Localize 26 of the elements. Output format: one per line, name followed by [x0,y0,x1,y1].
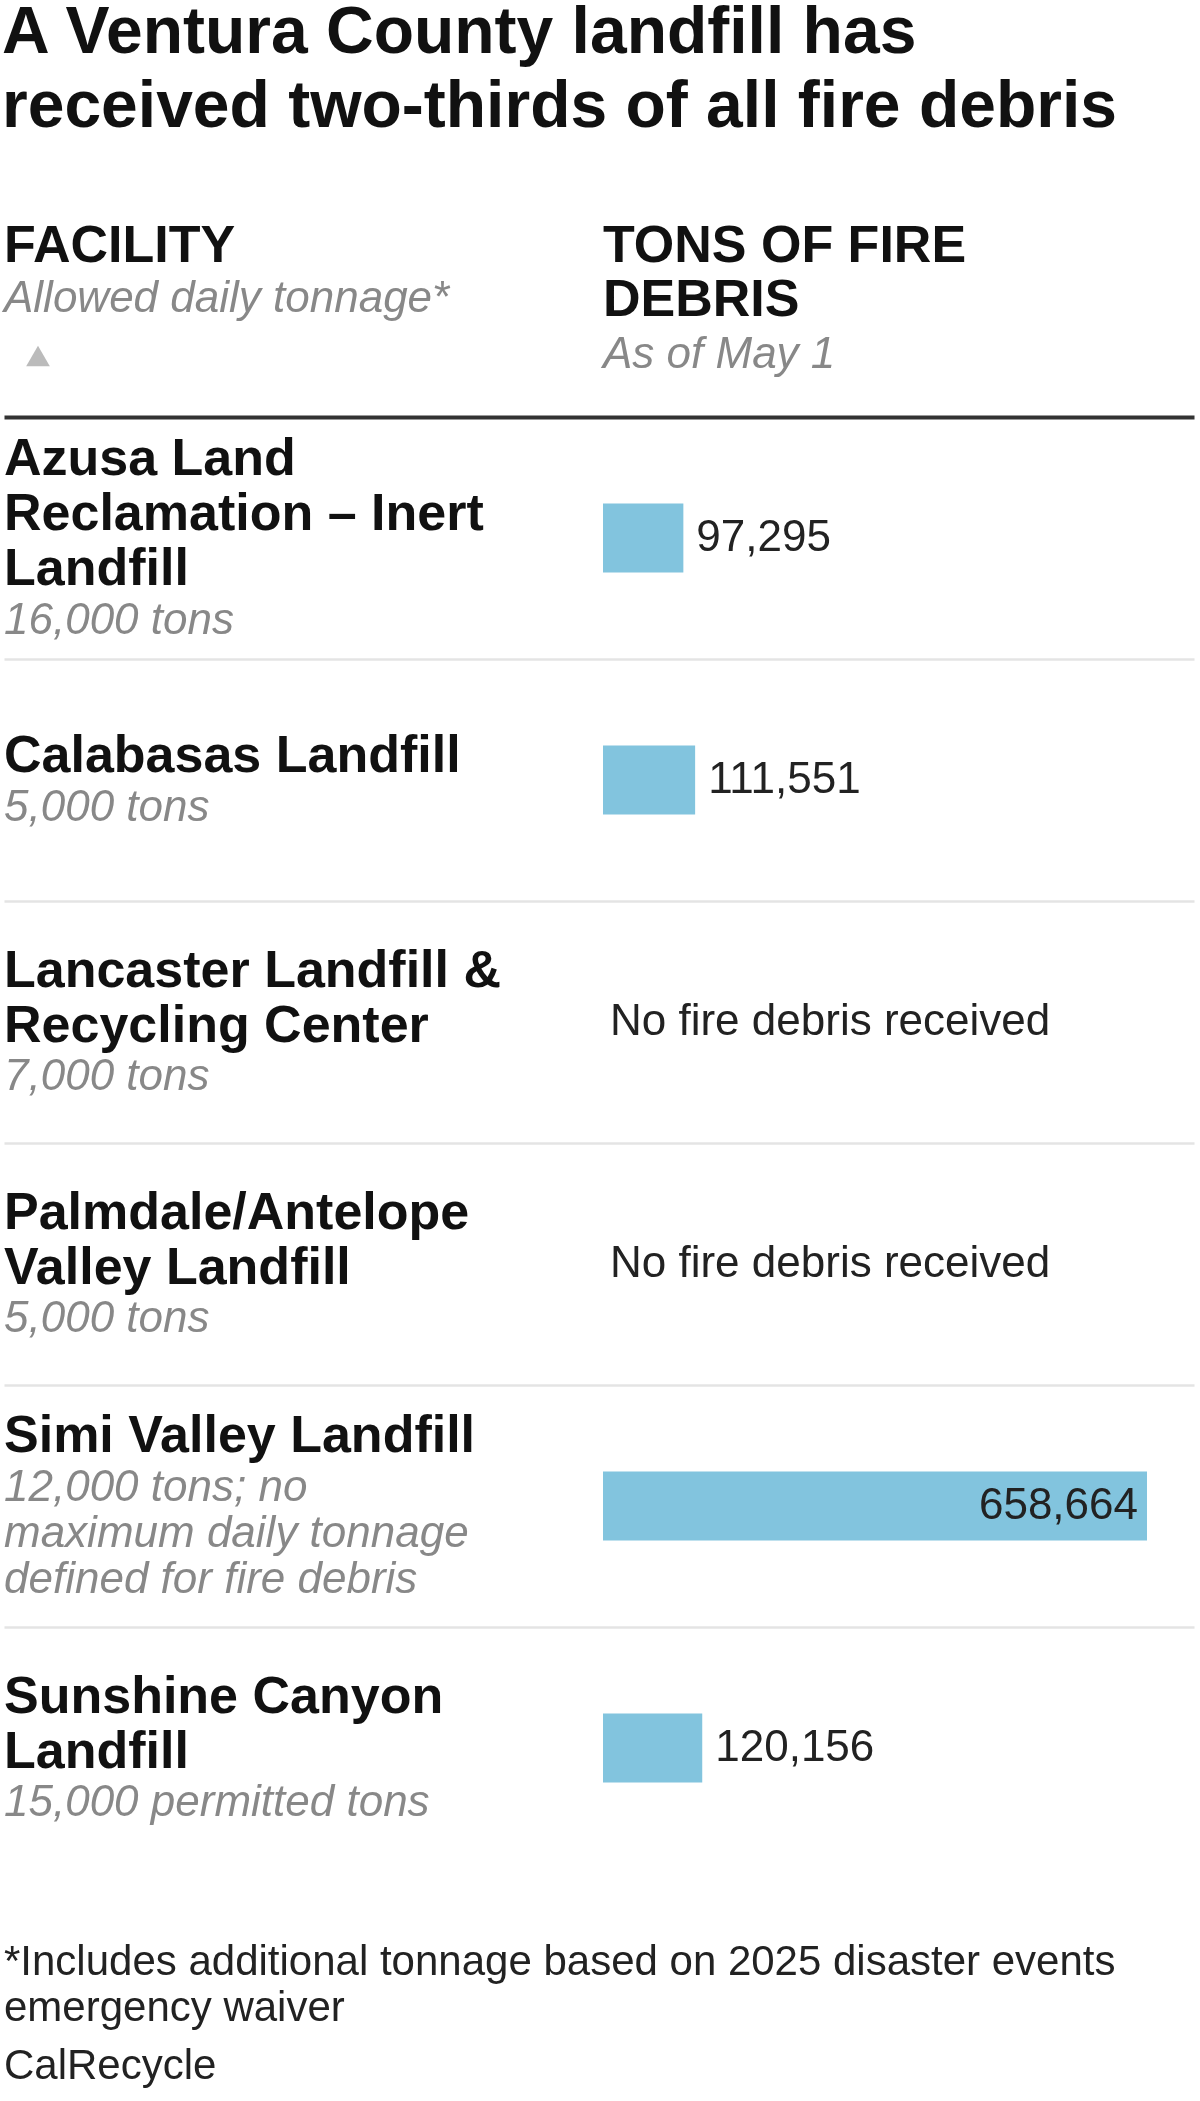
text: 15,000 permitted tons [4,1776,430,1825]
text: 5,000 tons [4,780,210,830]
text: *Includes additional tonnage based on 2025 disaster events emergency waiver [4,1937,1116,2030]
y-tick-label: Azusa Land Reclamation – Inert Landfill [4,428,484,596]
y-tick-label: Sunshine Canyon Landfill [4,1665,444,1779]
y-tick-label: Palmdale/Antelope Valley Landfill [4,1181,470,1295]
bar [603,503,684,573]
data-label: 111,551 [708,753,861,802]
y-tick-label: Calabasas Landfill [4,725,461,783]
text: CalRecycle [4,2041,217,2088]
bar [603,1713,703,1783]
text: 16,000 tons [4,593,234,643]
chart-title: A Ventura County landfill has received two-thirds of all fire debris [2,0,1117,141]
text: No fire debris received [610,1237,1051,1286]
y-tick-label: Lancaster Landfill & Recycling Center [4,939,501,1053]
text: Allowed daily tonnage* [1,272,452,321]
y-axis-title: FACILITY [4,215,236,273]
bar [603,745,696,815]
text: No fire debris received [610,995,1051,1044]
x-axis-title: TONS OF FIRE DEBRIS [603,215,967,327]
bar [603,1471,1147,1541]
text: As of May 1 [600,328,836,377]
data-label: 97,295 [696,511,831,560]
data-label: 658,664 [978,1479,1138,1528]
y-tick-label: Simi Valley Landfill [4,1405,476,1463]
data-label: 120,156 [715,1721,875,1770]
